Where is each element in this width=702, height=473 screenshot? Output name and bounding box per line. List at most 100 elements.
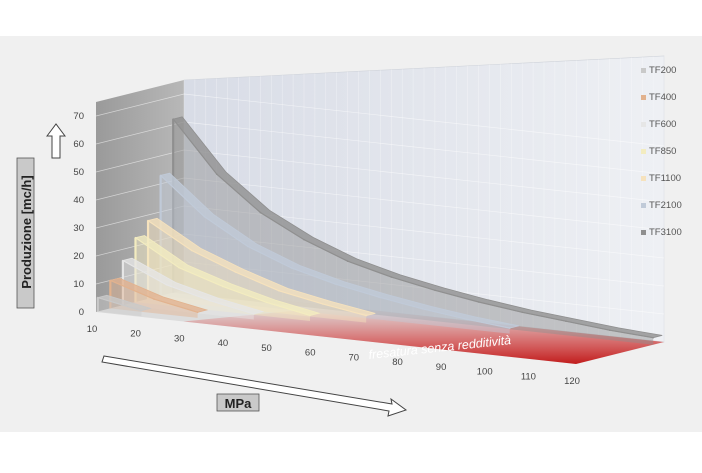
data-point xyxy=(190,249,193,252)
x-tick-label: 110 xyxy=(521,371,536,382)
data-point xyxy=(165,284,168,286)
data-point xyxy=(172,118,174,120)
legend-swatch xyxy=(641,149,646,154)
data-point xyxy=(565,320,567,323)
x-axis-label: MPa xyxy=(225,396,253,411)
data-point xyxy=(321,303,324,305)
x-tick-label: 30 xyxy=(174,334,185,345)
data-point xyxy=(508,327,511,329)
data-point xyxy=(390,276,393,278)
data-point xyxy=(109,279,112,282)
data-point xyxy=(97,296,99,299)
data-point xyxy=(465,318,467,320)
series-line xyxy=(97,297,142,312)
series-line xyxy=(172,118,654,339)
legend-label: TF600 xyxy=(649,119,676,130)
x-tick-label: 90 xyxy=(436,362,447,373)
legend-swatch xyxy=(641,230,646,235)
legend-label: TF400 xyxy=(649,92,676,103)
legend-label: TF1100 xyxy=(649,173,681,184)
legend-item-tf600: TF600 xyxy=(641,119,676,130)
y-axis-label-group: Produzione [mc/h] xyxy=(16,123,66,309)
x-tick-label: 50 xyxy=(261,343,272,354)
series-front-face xyxy=(97,297,142,317)
legend-swatch xyxy=(641,176,646,181)
legend-label: TF200 xyxy=(649,65,676,76)
data-point xyxy=(434,289,436,292)
legend-swatch xyxy=(641,68,646,73)
data-point xyxy=(278,290,280,292)
y-tick-label: 10 xyxy=(73,279,84,290)
legend-label: TF3100 xyxy=(649,227,682,238)
data-point xyxy=(521,311,524,314)
legend-label: TF2100 xyxy=(649,200,682,211)
x-axis-arrow-icon xyxy=(101,355,408,417)
data-point xyxy=(203,215,206,218)
y-tick-label: 60 xyxy=(73,139,84,150)
data-point xyxy=(147,219,149,222)
y-axis-label-box xyxy=(16,157,35,309)
data-point xyxy=(378,296,380,298)
data-point xyxy=(216,173,218,175)
series-line xyxy=(147,220,367,317)
y-tick-label: 20 xyxy=(73,251,84,262)
x-tick-label: 10 xyxy=(87,324,98,335)
data-point xyxy=(209,299,211,302)
data-point xyxy=(477,301,480,303)
data-point xyxy=(265,301,268,304)
x-tick-label: 20 xyxy=(130,329,141,340)
legend-item-tf850: TF850 xyxy=(641,146,676,157)
data-point xyxy=(159,174,162,177)
data-point xyxy=(346,260,349,263)
data-point xyxy=(652,336,654,339)
y-tick-label: 70 xyxy=(73,111,84,122)
y-tick-label: 30 xyxy=(73,223,84,234)
series-layer xyxy=(96,116,663,345)
x-tick-label: 40 xyxy=(218,338,229,349)
data-point xyxy=(309,314,311,317)
legend: TF200 TF400 TF600 TF850 TF1100 TF2100 TF3100 xyxy=(641,65,682,238)
no-profit-zone xyxy=(183,306,665,364)
legend-item-tf2100: TF2100 xyxy=(641,200,682,211)
series-front-face xyxy=(135,237,310,321)
y-tick-label: 0 xyxy=(79,307,84,318)
data-point xyxy=(196,311,199,314)
data-point xyxy=(253,313,255,315)
gridlines xyxy=(95,56,665,342)
data-point xyxy=(153,298,155,300)
data-point xyxy=(421,308,424,310)
y-axis-arrow-icon xyxy=(46,123,66,159)
x-tick-label: 70 xyxy=(349,352,360,363)
legend-swatch xyxy=(641,203,646,208)
data-point xyxy=(608,329,611,332)
data-point xyxy=(221,285,224,288)
y-tick-label: 50 xyxy=(73,167,84,178)
y-tick-label: 40 xyxy=(73,195,84,206)
data-point xyxy=(247,245,249,248)
data-point xyxy=(365,314,368,317)
legend-swatch xyxy=(641,95,646,100)
x-tick-label: 80 xyxy=(392,357,403,368)
legend-label: TF850 xyxy=(649,146,676,157)
y-axis-label: Produzione [mc/h] xyxy=(19,175,34,288)
x-tick-label: 60 xyxy=(305,348,316,359)
legend-item-tf1100: TF1100 xyxy=(641,173,681,184)
data-point xyxy=(178,266,180,269)
data-point xyxy=(122,259,124,262)
legend-item-tf3100: TF3100 xyxy=(641,227,682,238)
y-axis-ticks: 0 10 20 30 40 50 60 70 xyxy=(73,111,84,318)
series-tf200 xyxy=(96,294,152,317)
legend-swatch xyxy=(641,122,646,127)
data-point xyxy=(140,309,143,312)
series-front-face xyxy=(173,119,654,345)
legend-item-tf200: TF200 xyxy=(641,65,676,76)
legend-item-tf400: TF400 xyxy=(641,92,676,103)
series-line xyxy=(122,259,254,315)
data-point xyxy=(334,283,337,285)
x-tick-label: 100 xyxy=(477,367,493,378)
x-axis-ticks: 10 20 30 40 50 60 70 80 90 100 110 120 xyxy=(87,324,580,387)
x-tick-label: 120 xyxy=(564,376,580,387)
data-point xyxy=(234,271,237,273)
